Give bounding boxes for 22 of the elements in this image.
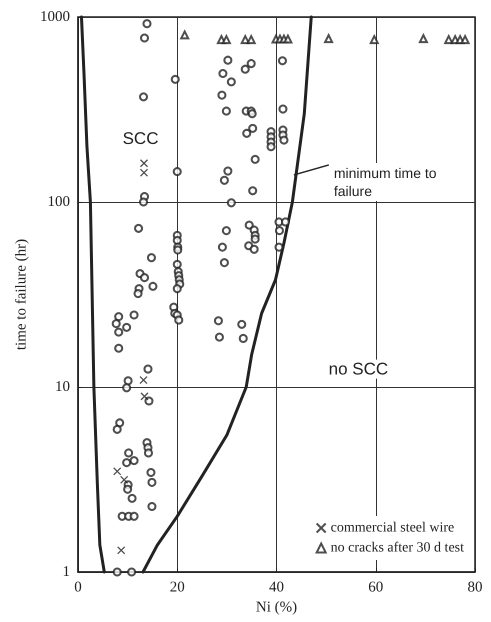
legend-label: commercial steel wire: [330, 520, 454, 536]
x-tick-label: 40: [269, 580, 284, 596]
point: [139, 376, 148, 384]
point: [140, 392, 149, 401]
point: [180, 30, 190, 40]
point: [117, 546, 126, 554]
y-tick-label: 1: [62, 564, 70, 580]
annotation: no SCC: [328, 360, 388, 379]
y-tick-label: 1000: [40, 9, 70, 25]
y-axis-title: time to failure (hr): [14, 238, 30, 350]
legend-label: no cracks after 30 d test: [330, 540, 464, 556]
point: [113, 467, 122, 476]
x-tick-label: 0: [74, 580, 82, 596]
x-tick-label: 60: [368, 580, 384, 596]
y-tick-label: 100: [48, 194, 70, 210]
x-tick-label: 80: [468, 580, 482, 596]
legend-label: minimum time to failure: [334, 164, 437, 199]
point: [120, 476, 128, 484]
annotation: SCC: [122, 129, 158, 148]
y-tick-label: 10: [55, 379, 70, 395]
x-axis-title: Ni (%): [256, 599, 298, 616]
x-tick-label: 20: [170, 580, 185, 596]
